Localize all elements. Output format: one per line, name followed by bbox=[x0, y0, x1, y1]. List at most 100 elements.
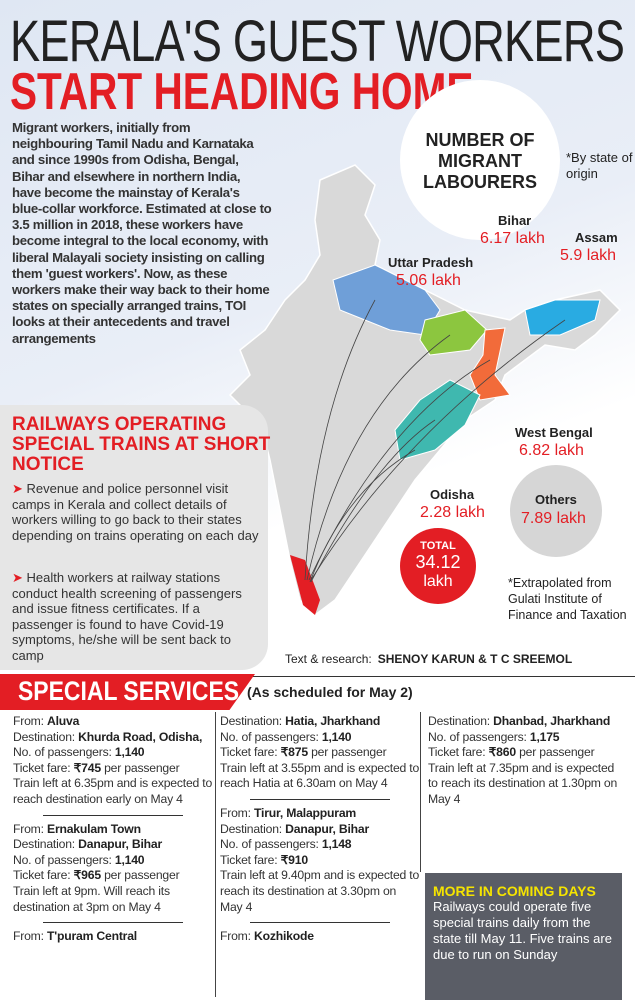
state-label-up: Uttar Pradesh bbox=[388, 255, 474, 270]
fare-value: ₹875 bbox=[280, 745, 308, 760]
dest-value: Danapur, Bihar bbox=[78, 837, 163, 852]
map-state-kerala bbox=[290, 555, 320, 615]
map-state-odisha bbox=[394, 379, 481, 461]
dest-value: Khurda Road, Odisha, bbox=[78, 729, 203, 744]
map-state-assam bbox=[524, 299, 601, 336]
total-circle bbox=[400, 528, 476, 604]
from-line: From: Tirur, Malappuram bbox=[220, 806, 420, 822]
services-column-2: Destination: Hatia, Jharkhand No. of pass… bbox=[220, 714, 420, 949]
service-entry: Destination: Hatia, Jharkhand No. of pass… bbox=[220, 714, 420, 796]
service-entry: From: Tirur, Malappuram Destination: Dana… bbox=[220, 806, 420, 919]
pax-value: 1,140 bbox=[114, 745, 145, 760]
schedule-note: Train left at 7.35pm and is expected to … bbox=[428, 760, 618, 806]
arrow-icon: ➤ bbox=[12, 481, 27, 496]
fare-label: Ticket fare: bbox=[13, 760, 74, 775]
dest-label: Destination: bbox=[220, 714, 286, 728]
fare-line: Ticket fare: ₹875 per passenger bbox=[220, 745, 420, 761]
dest-label: Destination: bbox=[13, 729, 79, 744]
pax-line: No. of passengers: 1,140 bbox=[13, 853, 213, 869]
fare-value: ₹965 bbox=[73, 868, 101, 883]
schedule-note: Train left at 9.40pm and is expected to … bbox=[220, 868, 420, 914]
schedule-note: Train left at 9pm. Will reach its destin… bbox=[13, 883, 170, 914]
pax-label: No. of passengers: bbox=[428, 729, 530, 744]
state-label-odisha: Odisha bbox=[430, 487, 475, 502]
total-label: TOTAL bbox=[420, 540, 456, 552]
special-title: SPECIAL SERVICES bbox=[18, 676, 240, 706]
state-label-others: Others bbox=[535, 492, 577, 507]
from-value: Tirur, Malappuram bbox=[254, 805, 357, 820]
pax-label: No. of passengers: bbox=[13, 852, 115, 867]
state-label-assam: Assam bbox=[575, 230, 618, 245]
pax-value: 1,148 bbox=[321, 837, 352, 852]
from-label: From: bbox=[13, 929, 48, 944]
railways-box: RAILWAYS OPERATING SPECIAL TRAINS AT SHO… bbox=[0, 405, 270, 670]
dest-line: Destination: Danapur, Bihar bbox=[220, 822, 420, 838]
from-line: From: Kozhikode bbox=[220, 929, 420, 945]
others-circle bbox=[510, 465, 602, 557]
dest-value: Dhanbad, Jharkhand bbox=[493, 714, 611, 728]
state-value-up: 5.06 lakh bbox=[396, 272, 461, 289]
fare-value: ₹860 bbox=[488, 745, 516, 760]
from-value: T'puram Central bbox=[47, 929, 137, 944]
entry-separator bbox=[43, 922, 183, 924]
fare-line: Ticket fare: ₹910 bbox=[220, 853, 420, 869]
fare-suffix: per passenger bbox=[515, 745, 595, 760]
fare-suffix: per passenger bbox=[100, 868, 180, 883]
special-subtitle: (As scheduled for May 2) bbox=[247, 684, 413, 700]
from-line: From: Aluva bbox=[13, 714, 213, 730]
fare-label: Ticket fare: bbox=[428, 745, 489, 760]
from-label: From: bbox=[220, 805, 255, 820]
state-label-bihar: Bihar bbox=[498, 213, 532, 228]
entry-separator bbox=[250, 922, 390, 924]
service-entry: Destination: Dhanbad, Jharkhand No. of pa… bbox=[428, 714, 618, 812]
divider bbox=[0, 676, 635, 677]
headline-line-2: START HEADING HOME bbox=[10, 63, 474, 121]
fare-value: ₹910 bbox=[280, 852, 308, 867]
point-text: Health workers at railway stations condu… bbox=[12, 570, 242, 663]
fare-line: Ticket fare: ₹860 per passenger bbox=[428, 745, 618, 761]
map-heading: NUMBER OF MIGRANT LABOURERS bbox=[422, 130, 537, 192]
schedule-note: Train left at 3.55pm and is expected to … bbox=[220, 760, 420, 791]
pax-value: 1,175 bbox=[529, 729, 560, 744]
pax-label: No. of passengers: bbox=[13, 745, 115, 760]
dest-line: Destination: Khurda Road, Odisha, bbox=[13, 730, 213, 746]
fare-suffix: per passenger bbox=[307, 745, 387, 760]
pax-line: No. of passengers: 1,148 bbox=[220, 837, 420, 853]
fare-suffix: per passenger bbox=[100, 760, 180, 775]
credit-names: SHENOY KARUN & T C SREEMOL bbox=[377, 652, 573, 666]
railways-heading: RAILWAYS OPERATING SPECIAL TRAINS AT SHO… bbox=[12, 414, 271, 475]
india-map bbox=[228, 164, 622, 616]
dest-label: Destination: bbox=[428, 714, 494, 728]
pax-line: No. of passengers: 1,140 bbox=[220, 730, 420, 746]
from-label: From: bbox=[13, 821, 48, 836]
pax-line: No. of passengers: 1,140 bbox=[13, 745, 213, 761]
more-coming-box: MORE IN COMING DAYS Railways could opera… bbox=[425, 873, 622, 1000]
fare-label: Ticket fare: bbox=[220, 852, 281, 867]
from-value: Ernakulam Town bbox=[47, 821, 141, 836]
pax-value: 1,140 bbox=[321, 729, 352, 744]
from-line: From: T'puram Central bbox=[13, 929, 213, 945]
fare-label: Ticket fare: bbox=[13, 868, 74, 883]
dest-line: Destination: Dhanbad, Jharkhand bbox=[428, 714, 618, 730]
india-outline bbox=[228, 164, 622, 616]
more-heading: MORE IN COMING DAYS bbox=[433, 883, 596, 899]
services-column-3: Destination: Dhanbad, Jharkhand No. of pa… bbox=[428, 714, 618, 812]
state-value-assam: 5.9 lakh bbox=[560, 247, 617, 264]
pax-label: No. of passengers: bbox=[220, 837, 322, 852]
intro-text: Migrant workers, initially from neighbou… bbox=[12, 120, 272, 346]
service-entry: From: Aluva Destination: Khurda Road, Odi… bbox=[13, 714, 213, 812]
state-value-others: 7.89 lakh bbox=[521, 510, 586, 527]
service-entry: From: Kozhikode bbox=[220, 929, 420, 949]
credit: Text & research: SHENOY KARUN & T C SREEM… bbox=[285, 652, 572, 666]
state-label-wb: West Bengal bbox=[515, 425, 593, 440]
services-column-1: From: Aluva Destination: Khurda Road, Odi… bbox=[13, 714, 213, 949]
pax-line: No. of passengers: 1,175 bbox=[428, 730, 618, 746]
map-state-west-bengal bbox=[469, 327, 511, 401]
column-divider bbox=[420, 712, 421, 872]
fare-value: ₹745 bbox=[73, 760, 101, 775]
schedule-note: Train left at 6.35pm and is expected to … bbox=[13, 776, 213, 806]
total-block: TOTAL 34.12 lakh bbox=[400, 540, 476, 591]
state-value-wb: 6.82 lakh bbox=[519, 442, 584, 459]
route-lines bbox=[304, 299, 566, 583]
pax-label: No. of passengers: bbox=[220, 729, 322, 744]
